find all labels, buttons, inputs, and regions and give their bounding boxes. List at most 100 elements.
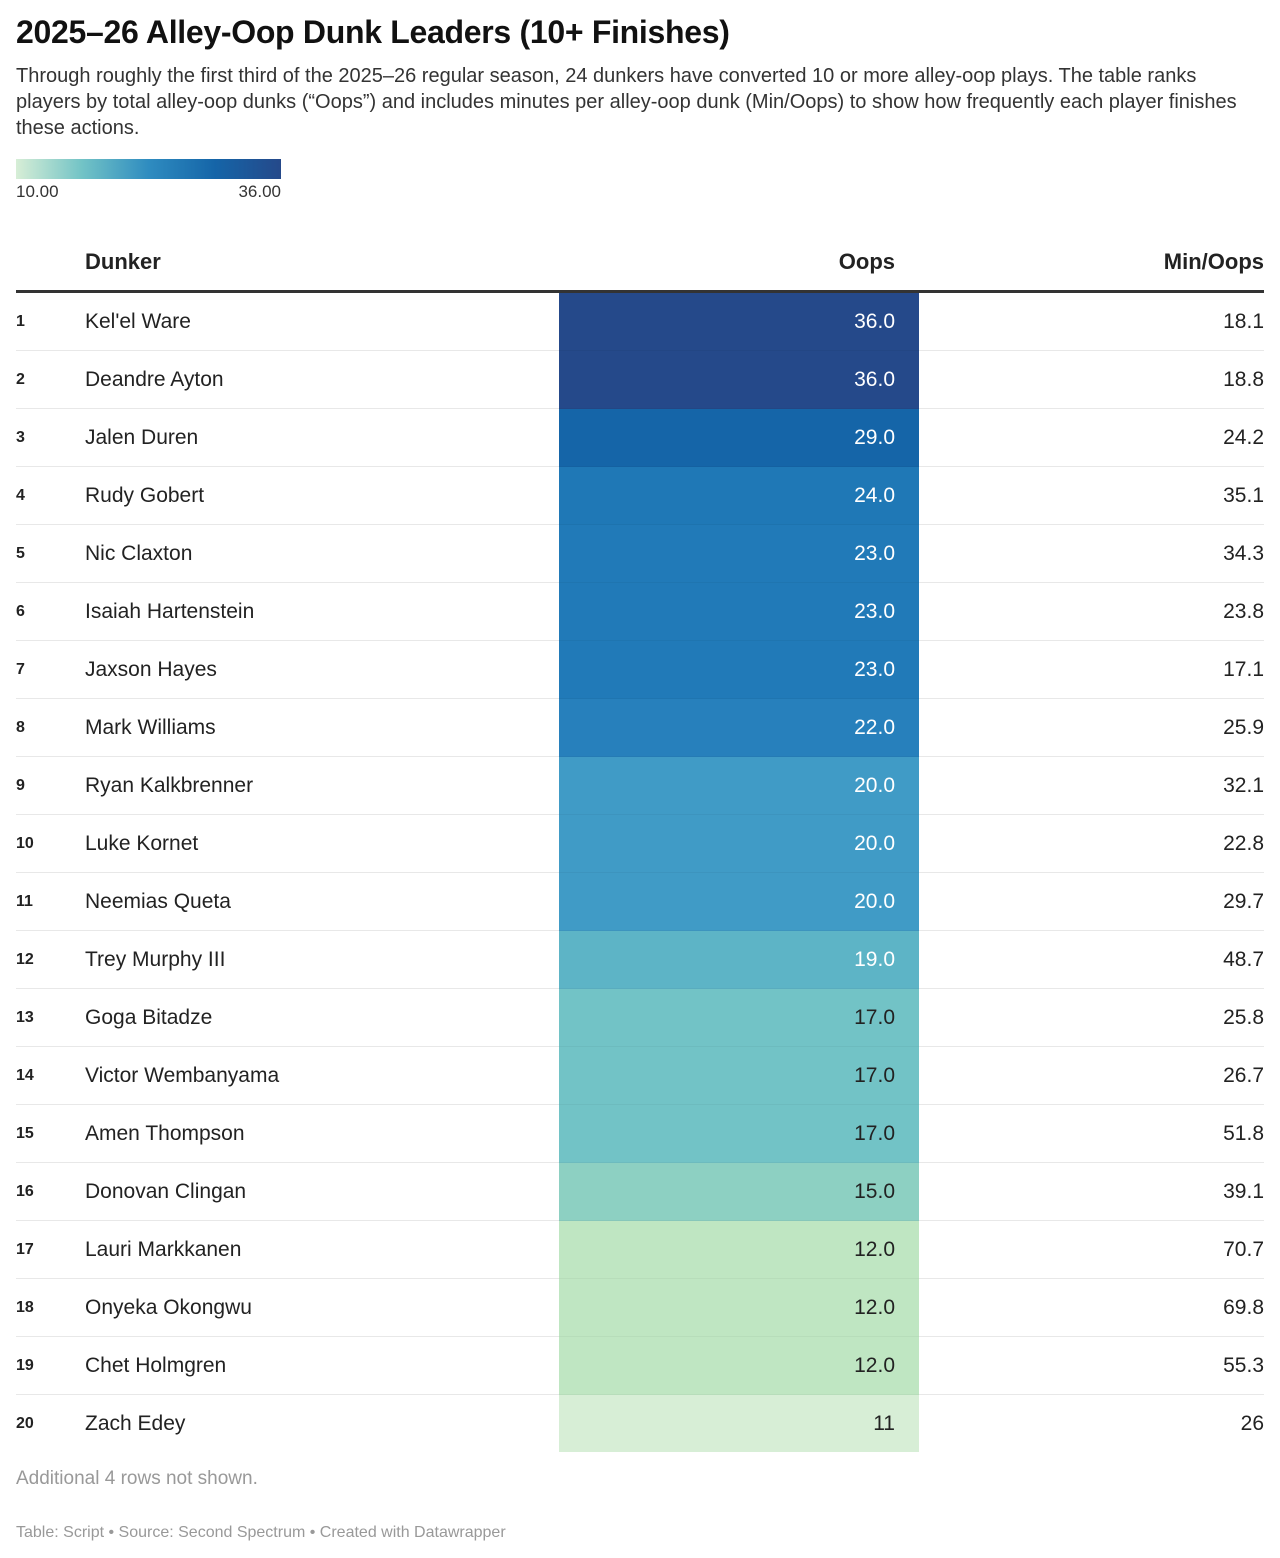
dunker-cell: Victor Wembanyama xyxy=(85,1046,559,1105)
dunk-leaders-table: Dunker Oops Min/Oops 1 Kel'el Ware 36.0 18.… xyxy=(16,234,1264,1452)
dunker-cell: Zach Edey xyxy=(85,1411,186,1435)
table-row: 3 Jalen Duren 29.0 24.2 xyxy=(16,408,1264,467)
oops-cell: 17.0 xyxy=(559,1046,919,1105)
rank-cell: 14 xyxy=(16,1046,85,1105)
rank-cell: 17 xyxy=(16,1220,85,1279)
table-row: 11 Neemias Queta 20.0 29.7 xyxy=(16,872,1264,931)
min-oops-cell: 18.8 xyxy=(919,350,1264,409)
min-oops-cell: 24.2 xyxy=(919,408,1264,467)
oops-cell: 17.0 xyxy=(559,988,919,1047)
legend-min: 10.00 xyxy=(16,182,59,201)
rank-cell: 5 xyxy=(16,524,85,583)
rank-cell: 19 xyxy=(16,1336,85,1395)
table-row: 6 Isaiah Hartenstein 23.0 23.8 xyxy=(16,582,1264,641)
min-oops-cell: 70.7 xyxy=(919,1220,1264,1279)
min-oops-cell: 29.7 xyxy=(919,872,1264,931)
dunker-cell: Trey Murphy III xyxy=(85,930,559,989)
rows-hidden-note: Additional 4 rows not shown. xyxy=(16,1468,258,1489)
min-oops-cell: 17.1 xyxy=(919,640,1264,699)
dunker-cell: Onyeka Okongwu xyxy=(85,1278,559,1337)
rank-cell: 2 xyxy=(16,350,85,409)
rank-cell: 11 xyxy=(16,872,85,931)
table-row: 7 Jaxson Hayes 23.0 17.1 xyxy=(16,640,1264,699)
oops-header[interactable]: Oops xyxy=(559,234,919,293)
oops-cell: 23.0 xyxy=(559,640,919,699)
min-oops-header[interactable]: Min/Oops xyxy=(919,234,1264,293)
table-row: 14 Victor Wembanyama 17.0 26.7 xyxy=(16,1046,1264,1105)
table-row: 15 Amen Thompson 17.0 51.8 xyxy=(16,1104,1264,1163)
legend-gradient xyxy=(16,159,281,179)
oops-cell: 20.0 xyxy=(559,872,919,931)
dunker-cell: Nic Claxton xyxy=(85,524,559,583)
table-row: 13 Goga Bitadze 17.0 25.8 xyxy=(16,988,1264,1047)
description: Through roughly the first third of the 2… xyxy=(16,65,1237,139)
min-oops-cell: 25.9 xyxy=(919,698,1264,757)
rank-cell: 20 xyxy=(16,1414,34,1432)
table-row: 5 Nic Claxton 23.0 34.3 xyxy=(16,524,1264,583)
oops-cell: 17.0 xyxy=(559,1104,919,1163)
dunker-cell: Isaiah Hartenstein xyxy=(85,582,559,641)
min-oops-cell: 35.1 xyxy=(919,466,1264,525)
oops-cell: 12.0 xyxy=(559,1278,919,1337)
rank-cell: 6 xyxy=(16,582,85,641)
oops-cell: 11 xyxy=(559,1394,919,1452)
rank-cell: 18 xyxy=(16,1278,85,1337)
min-oops-cell: 51.8 xyxy=(919,1104,1264,1163)
table-row: 1 Kel'el Ware 36.0 18.1 xyxy=(16,291,1264,351)
rank-cell: 7 xyxy=(16,640,85,699)
header-row: Dunker Oops Min/Oops xyxy=(16,234,1264,293)
table-row: 18 Onyeka Okongwu 12.0 69.8 xyxy=(16,1278,1264,1337)
table-row: 12 Trey Murphy III 19.0 48.7 xyxy=(16,930,1264,989)
oops-cell: 29.0 xyxy=(559,408,919,467)
table-row: 10 Luke Kornet 20.0 22.8 xyxy=(16,814,1264,873)
dunker-cell: Lauri Markkanen xyxy=(85,1220,559,1279)
oops-cell: 15.0 xyxy=(559,1162,919,1221)
rank-cell: 15 xyxy=(16,1104,85,1163)
dunker-cell: Neemias Queta xyxy=(85,872,559,931)
rank-cell: 8 xyxy=(16,698,85,757)
table-row: 16 Donovan Clingan 15.0 39.1 xyxy=(16,1162,1264,1221)
min-oops-cell: 39.1 xyxy=(919,1162,1264,1221)
dunker-cell: Rudy Gobert xyxy=(85,466,559,525)
dunker-cell: Jalen Duren xyxy=(85,408,559,467)
min-oops-cell: 26 xyxy=(1240,1411,1264,1435)
table-row: 8 Mark Williams 22.0 25.9 xyxy=(16,698,1264,757)
rank-cell: 4 xyxy=(16,466,85,525)
min-oops-cell: 69.8 xyxy=(919,1278,1264,1337)
oops-cell: 20.0 xyxy=(559,756,919,815)
color-legend: 10.00 36.00 xyxy=(16,159,281,202)
min-oops-cell: 23.8 xyxy=(919,582,1264,641)
min-oops-cell: 48.7 xyxy=(919,930,1264,989)
dunker-cell: Donovan Clingan xyxy=(85,1162,559,1221)
dunker-header[interactable]: Dunker xyxy=(85,234,559,293)
dunker-cell: Chet Holmgren xyxy=(85,1336,559,1395)
page-title: 2025–26 Alley-Oop Dunk Leaders (10+ Fini… xyxy=(16,14,730,50)
min-oops-cell: 22.8 xyxy=(919,814,1264,873)
legend-max: 36.00 xyxy=(238,182,281,201)
rank-cell: 10 xyxy=(16,814,85,873)
oops-cell: 20.0 xyxy=(559,814,919,873)
footer-credits: Table: Script • Source: Second Spectrum … xyxy=(16,1524,506,1541)
dunker-cell: Kel'el Ware xyxy=(85,291,559,351)
oops-cell: 24.0 xyxy=(559,466,919,525)
min-oops-cell: 18.1 xyxy=(919,291,1264,351)
table-row: 20 Zach Edey 11 26 xyxy=(16,1394,1264,1452)
dunker-cell: Amen Thompson xyxy=(85,1104,559,1163)
rank-cell: 3 xyxy=(16,408,85,467)
oops-cell: 12.0 xyxy=(559,1336,919,1395)
dunker-cell: Jaxson Hayes xyxy=(85,640,559,699)
dunker-cell: Luke Kornet xyxy=(85,814,559,873)
min-oops-cell: 34.3 xyxy=(919,524,1264,583)
table-row: 2 Deandre Ayton 36.0 18.8 xyxy=(16,350,1264,409)
oops-cell: 23.0 xyxy=(559,582,919,641)
min-oops-cell: 32.1 xyxy=(919,756,1264,815)
rank-cell: 9 xyxy=(16,756,85,815)
oops-cell: 36.0 xyxy=(559,291,919,351)
dunker-cell: Mark Williams xyxy=(85,698,559,757)
rank-cell: 16 xyxy=(16,1162,85,1221)
rank-header xyxy=(16,234,85,293)
table-row: 17 Lauri Markkanen 12.0 70.7 xyxy=(16,1220,1264,1279)
dunker-cell: Deandre Ayton xyxy=(85,350,559,409)
dunker-cell: Ryan Kalkbrenner xyxy=(85,756,559,815)
table-row: 9 Ryan Kalkbrenner 20.0 32.1 xyxy=(16,756,1264,815)
